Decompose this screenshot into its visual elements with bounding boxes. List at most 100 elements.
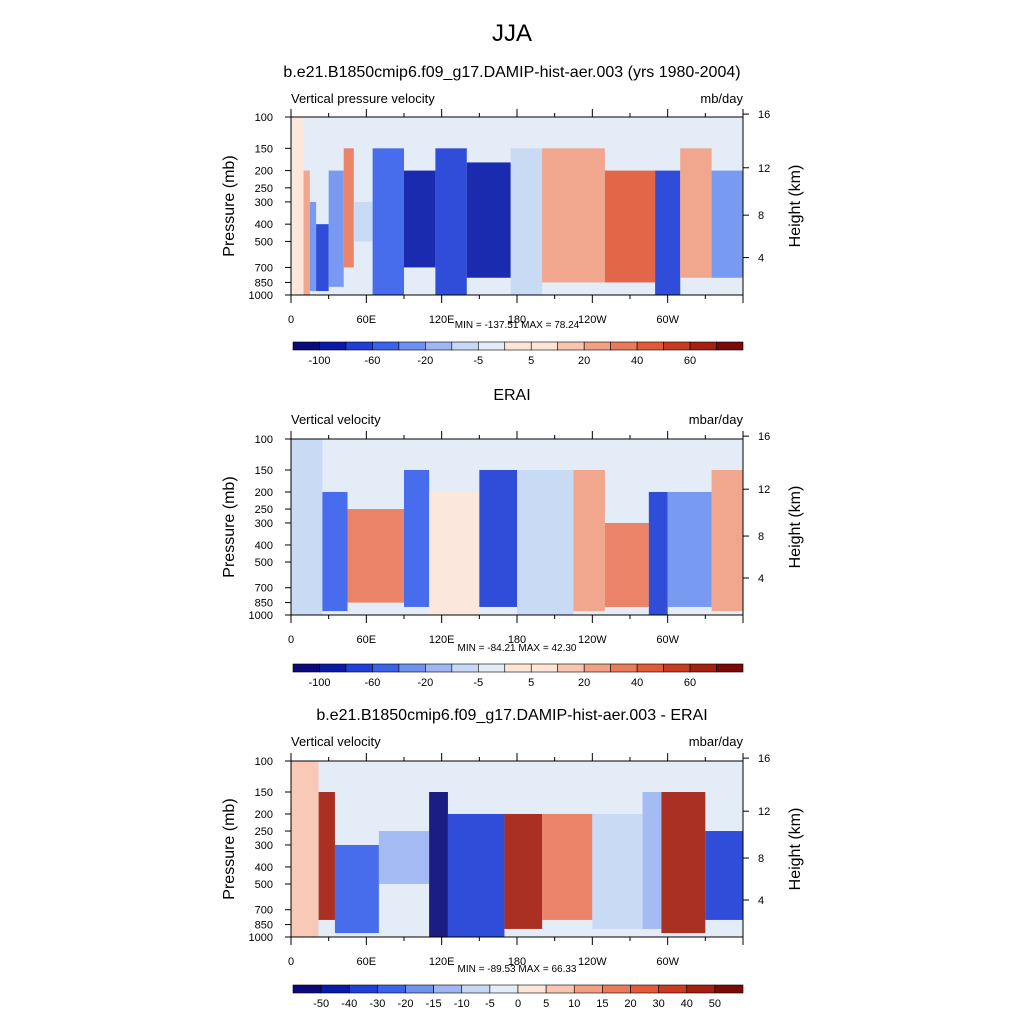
colorbar-label: 5 [528,355,534,367]
colorbar-swatch [602,984,631,994]
x-tick-label: 120E [429,314,455,326]
field-cell [435,148,467,295]
x-tick-label: 180 [508,634,526,646]
colorbar-label: 15 [596,998,608,1010]
y-axis-label-right: Height (km) [787,486,804,569]
field-cell [343,148,354,268]
pressure-tick-label: 200 [255,487,273,499]
colorbar-swatch [461,984,491,994]
colorbar-label: -60 [364,677,380,689]
colorbar-label: 40 [681,998,693,1010]
colorbar-label: 40 [631,355,643,367]
colorbar-label: 0 [515,998,521,1010]
field-cell [404,469,430,607]
colorbar-swatch [714,984,744,994]
x-tick-label: 180 [508,956,526,968]
colorbar-label: -40 [341,998,357,1010]
colorbar-swatch [345,341,373,351]
y-axis-label-left: Pressure (mb) [221,476,238,577]
pressure-tick-label: 500 [255,557,273,569]
pressure-tick-label: 100 [255,756,273,768]
height-tick-label: 12 [758,163,770,175]
colorbar-swatch [451,341,479,351]
colorbar-swatch [689,341,717,351]
colorbar-swatch [372,663,400,673]
field-cell [604,170,656,283]
field-cell [542,813,593,920]
x-tick-label: 120E [429,634,455,646]
pressure-tick-label: 100 [255,112,273,124]
colorbar-swatch [545,984,575,994]
colorbar-swatch [319,663,347,673]
colorbar-label: -5 [473,677,483,689]
colorbar-swatch [610,341,638,351]
x-tick-label: 60E [357,314,377,326]
colorbar-label: -60 [364,355,380,367]
colorbar-label: 30 [653,998,665,1010]
field-cell [667,491,712,607]
field-cell [347,509,404,603]
colorbar-swatch [557,341,585,351]
field-cell [309,201,317,292]
colorbar-swatch [716,663,744,673]
panel-3-title: b.e21.B1850cmip6.f09_g17.DAMIP-hist-aer.… [316,707,708,724]
colorbar-swatch [477,663,506,673]
colorbar-swatch [583,663,611,673]
height-tick-label: 4 [758,253,764,265]
field-cell [328,170,344,287]
panel-1-variable: Vertical pressure velocity [291,91,435,106]
field-cell [655,170,681,295]
field-cell [648,491,668,615]
y-axis-label-left: Pressure (mb) [221,798,238,899]
pressure-tick-label: 1000 [249,290,273,302]
field-cell [353,201,373,242]
height-tick-label: 8 [758,853,764,865]
colorbar-swatch [610,663,638,673]
field-cell [291,117,304,295]
field-cell [303,170,310,295]
x-tick-label: 180 [508,314,526,326]
colorbar-label: -10 [454,998,470,1010]
field-cell [604,522,649,607]
field-cell [447,813,505,937]
pressure-tick-label: 850 [255,598,273,610]
field-cell [510,148,543,295]
pressure-tick-label: 700 [255,262,273,274]
colorbar-swatch [504,663,532,673]
x-tick-label: 120W [578,634,607,646]
field-cell [429,491,480,615]
y-axis-label-right: Height (km) [787,808,804,891]
pressure-tick-label: 500 [255,236,273,248]
x-tick-label: 60W [656,956,679,968]
panel-3-units: mbar/day [688,734,743,749]
height-tick-label: 8 [758,531,764,543]
height-tick-label: 4 [758,895,764,907]
colorbar-swatch [530,341,559,351]
height-tick-label: 16 [758,431,770,443]
panel-3-variable: Vertical velocity [291,734,381,749]
pressure-tick-label: 300 [255,518,273,530]
field-cell [661,791,706,934]
pressure-tick-label: 250 [255,826,273,838]
colorbar-swatch [517,984,547,994]
field-cell [479,469,517,607]
pressure-tick-label: 300 [255,840,273,852]
colorbar-swatch [663,341,691,351]
field-cell [429,791,448,937]
colorbar-label: 5 [528,677,534,689]
colorbar-label: -20 [398,998,414,1010]
pressure-tick-label: 200 [255,809,273,821]
colorbar-swatch [689,663,717,673]
colorbar-label: -5 [473,355,483,367]
field-cell [318,791,335,920]
panel-2-stats: MIN = -84.21 MAX = 42.30 [457,643,577,654]
x-tick-label: 120E [429,956,455,968]
colorbar-swatch [292,663,320,673]
height-tick-label: 16 [758,109,770,121]
pressure-tick-label: 700 [255,905,273,917]
field-cell [592,813,643,929]
pressure-tick-label: 400 [255,862,273,874]
pressure-tick-label: 850 [255,277,273,289]
field-cell [372,148,404,295]
